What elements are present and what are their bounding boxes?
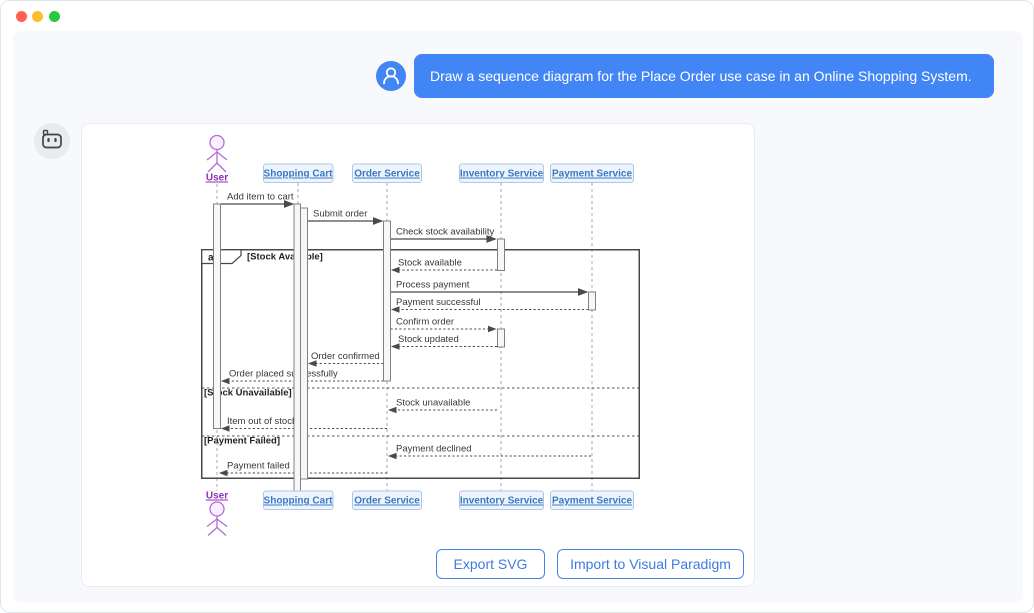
activation-bar-inventory-1: [497, 238, 505, 271]
message-arrow: Check stock availability: [390, 227, 497, 243]
alt-frame-border: [201, 249, 640, 479]
minimize-window-button[interactable]: [32, 11, 43, 22]
message-label: Order placed successfully: [229, 369, 338, 380]
user-avatar: [376, 61, 406, 91]
window-titlebar: [1, 1, 1033, 31]
message-arrow: Add item to cart: [220, 192, 295, 208]
message-label: Payment declined: [396, 444, 472, 455]
participant-box-shopping-cart[interactable]: Shopping Cart: [263, 490, 334, 510]
message-label: Item out of stock: [227, 416, 297, 427]
alt-guard-stock-unavailable: [Stock Unavailable]: [204, 388, 292, 399]
participant-box-order-service[interactable]: Order Service: [352, 490, 422, 510]
messages: Add item to cart Submit order Check stoc…: [218, 192, 591, 477]
participant-label[interactable]: Shopping Cart: [264, 169, 334, 180]
message-arrow: Stock updated: [390, 334, 497, 350]
activation-bar-order-service: [383, 220, 391, 382]
message-label: Check stock availability: [396, 227, 494, 238]
message-label: Stock available: [398, 258, 462, 269]
participant-box-order-service[interactable]: Order Service: [352, 163, 422, 183]
actor-label[interactable]: User: [206, 491, 228, 502]
actor-leg-right: [216, 527, 227, 536]
actor-head: [209, 501, 225, 517]
alt-guard-payment-failed: [Payment Failed]: [204, 436, 280, 447]
alt-frame: alt [Stock Available] [Stock Unavailable…: [201, 249, 640, 479]
participant-box-shopping-cart[interactable]: Shopping Cart: [263, 163, 334, 183]
alt-operator-pentagon: [201, 249, 242, 265]
alt-guard-stock-available: [Stock Available]: [247, 252, 323, 263]
message-label: Payment successful: [396, 297, 480, 308]
participant-label[interactable]: Inventory Service: [460, 169, 544, 180]
zoom-window-button[interactable]: [48, 11, 60, 22]
message-label: Order confirmed: [311, 351, 380, 362]
message-arrow: Confirm order: [390, 317, 497, 333]
message-arrow: Payment successful: [390, 297, 589, 313]
message-arrow: Payment declined: [387, 444, 591, 460]
user-message-text: Draw a sequence diagram for the Place Or…: [430, 68, 972, 84]
message-arrow: Payment failed: [218, 461, 387, 477]
message-label: Submit order: [313, 209, 367, 220]
participant-label[interactable]: Payment Service: [552, 496, 632, 507]
activation-bar-shopping-cart-2: [300, 207, 308, 480]
message-arrow: Submit order: [307, 209, 384, 225]
participant-box-inventory-service[interactable]: Inventory Service: [459, 163, 544, 183]
actor-leg-left: [207, 527, 218, 536]
activation-bar-inventory-2: [497, 328, 505, 348]
message-arrow: Process payment: [390, 280, 589, 296]
message-label: Stock unavailable: [396, 398, 470, 409]
user-message-bubble: Draw a sequence diagram for the Place Or…: [414, 54, 994, 98]
export-svg-button[interactable]: Export SVG: [436, 549, 545, 579]
robot-icon: [42, 129, 62, 149]
participant-label[interactable]: Shopping Cart: [264, 496, 334, 507]
activation-bars: [213, 203, 596, 493]
actor-leg-left: [207, 162, 218, 173]
message-label: Confirm order: [396, 317, 454, 328]
message-label: Process payment: [396, 280, 470, 291]
participant-box-payment-service[interactable]: Payment Service: [550, 163, 634, 183]
actor-head: [209, 134, 225, 151]
participant-label[interactable]: Payment Service: [552, 169, 632, 180]
message-arrow: Item out of stock: [220, 416, 387, 432]
message-label: Payment failed: [227, 461, 290, 472]
activation-bar-user: [213, 203, 221, 429]
message-arrow: Stock available: [390, 258, 497, 274]
chat-content-area: Draw a sequence diagram for the Place Or…: [13, 31, 1023, 602]
actor-leg-right: [216, 162, 227, 173]
participant-box-payment-service[interactable]: Payment Service: [550, 490, 634, 510]
participant-box-inventory-service[interactable]: Inventory Service: [459, 490, 544, 510]
actor-label[interactable]: User: [206, 173, 228, 184]
participant-label[interactable]: Order Service: [354, 496, 420, 507]
activation-bar-shopping-cart-1: [293, 203, 301, 493]
actor-arm-left: [206, 151, 218, 161]
actor-user-top[interactable]: User: [206, 134, 228, 184]
bot-avatar: [34, 123, 70, 159]
message-arrow: Order confirmed: [307, 351, 384, 367]
activation-bar-payment: [588, 291, 596, 311]
participant-label[interactable]: Inventory Service: [460, 496, 544, 507]
participant-label[interactable]: Order Service: [354, 169, 420, 180]
sequence-diagram: alt [Stock Available] [Stock Unavailable…: [201, 134, 640, 536]
import-visual-paradigm-button[interactable]: Import to Visual Paradigm: [557, 549, 744, 579]
message-arrow: Stock unavailable: [387, 398, 497, 414]
close-window-button[interactable]: [15, 11, 27, 22]
actor-arm-right: [216, 518, 228, 528]
message-label: Add item to cart: [227, 192, 294, 203]
actor-arm-left: [206, 518, 218, 528]
diagram-card: alt [Stock Available] [Stock Unavailable…: [81, 123, 755, 587]
actor-arm-right: [216, 151, 228, 161]
actor-user-bottom[interactable]: User: [206, 491, 228, 536]
person-icon: [383, 67, 399, 85]
message-label: Stock updated: [398, 334, 459, 345]
